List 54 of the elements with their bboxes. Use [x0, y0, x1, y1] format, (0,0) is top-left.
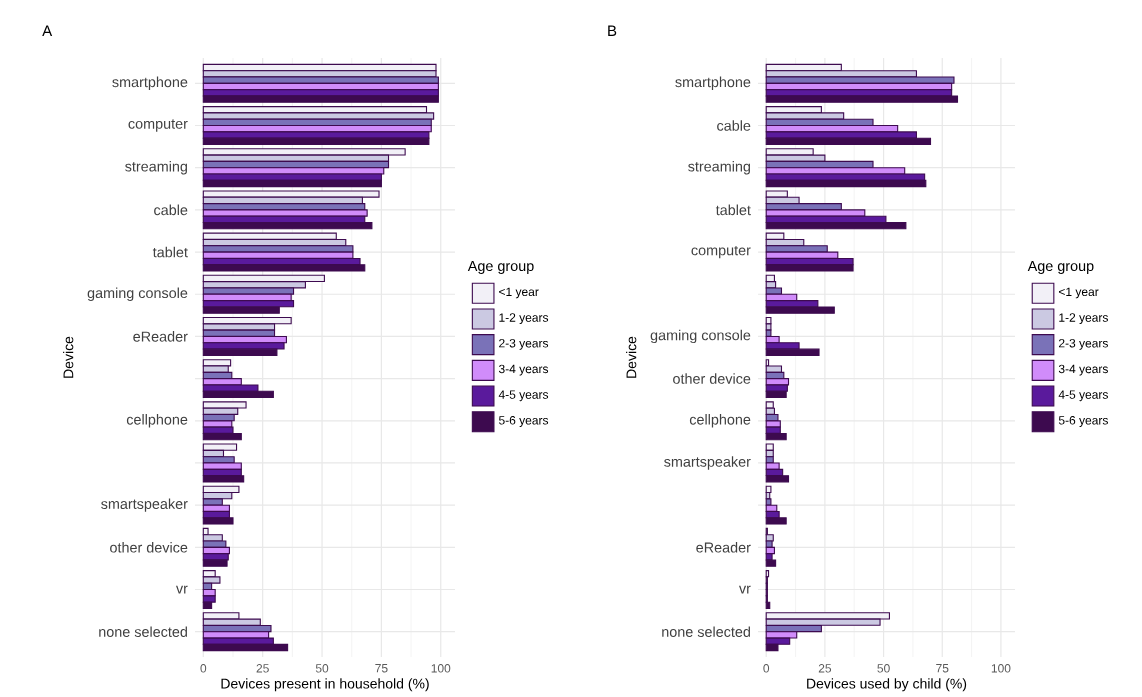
- y-tick-label: vr: [176, 585, 188, 594]
- legend-label: <1 year: [499, 287, 539, 299]
- y-tick-label: tablet: [715, 204, 751, 216]
- y-tick-label: cellphone: [126, 414, 188, 428]
- y-tick-label: cable: [154, 204, 188, 216]
- y-tick-label: vr: [739, 585, 751, 594]
- x-tick-label: 100: [431, 664, 451, 673]
- text: B: [608, 25, 617, 36]
- legend-label: 1-2 years: [1059, 313, 1108, 325]
- legend-label: 5-6 years: [1058, 416, 1108, 427]
- y-tick-label: cable: [717, 120, 751, 131]
- y-tick-label: other device: [110, 542, 188, 553]
- legend-label: 5-6 years: [498, 416, 549, 427]
- x-tick-label: 0: [763, 664, 770, 673]
- y-tick-label: tablet: [152, 246, 188, 258]
- y-tick-label: smartphone: [112, 76, 188, 91]
- y-tick-label: none selected: [99, 626, 187, 637]
- y-tick-label: eReader: [133, 331, 188, 342]
- x-tick-label: 0: [200, 664, 207, 673]
- y-tick-label: smartphone: [675, 76, 751, 91]
- y-tick-label: gaming console: [650, 329, 751, 344]
- y-tick-label: other device: [673, 373, 751, 384]
- legend-title: Age group: [467, 260, 534, 274]
- y-tick-label: smartspeaker: [101, 498, 188, 512]
- legend-label: 4-5 years: [1058, 390, 1108, 402]
- legend-title: Age group: [1027, 260, 1094, 274]
- y-tick-label: computer: [128, 119, 188, 132]
- legend-label: 2-3 years: [1058, 338, 1108, 350]
- x-tick-label: 50: [877, 664, 890, 673]
- x-tick-label: 75: [936, 664, 949, 673]
- y-tick-label: streaming: [688, 160, 751, 175]
- x-tick-label: 50: [315, 664, 329, 673]
- x-tick-label: 25: [818, 664, 832, 673]
- legend-label: 2-3 years: [499, 338, 549, 350]
- y-tick-label: gaming console: [87, 287, 188, 301]
- y-tick-label: eReader: [696, 542, 751, 553]
- legend-label: 4-5 years: [498, 390, 549, 402]
- legend-label: <1 year: [1058, 287, 1099, 299]
- legend-label: 1-2 years: [499, 313, 549, 325]
- legend-label: 3-4 years: [1058, 364, 1108, 376]
- x-axis-title: Devices present in household (%): [221, 678, 429, 692]
- legend-label: 3-4 years: [498, 364, 549, 376]
- y-axis-title: Device: [626, 336, 637, 378]
- y-tick-label: computer: [691, 245, 751, 259]
- x-axis-title: Devices used by child (%): [807, 678, 967, 692]
- x-tick-label: 25: [256, 664, 269, 673]
- x-tick-label: 75: [375, 664, 388, 673]
- y-axis-title: Device: [63, 336, 74, 378]
- y-tick-label: smartspeaker: [664, 456, 751, 470]
- text: A: [42, 25, 53, 36]
- x-tick-label: 100: [991, 664, 1011, 673]
- y-tick-label: streaming: [125, 160, 188, 175]
- y-tick-label: none selected: [662, 626, 750, 637]
- y-tick-label: cellphone: [689, 414, 751, 428]
